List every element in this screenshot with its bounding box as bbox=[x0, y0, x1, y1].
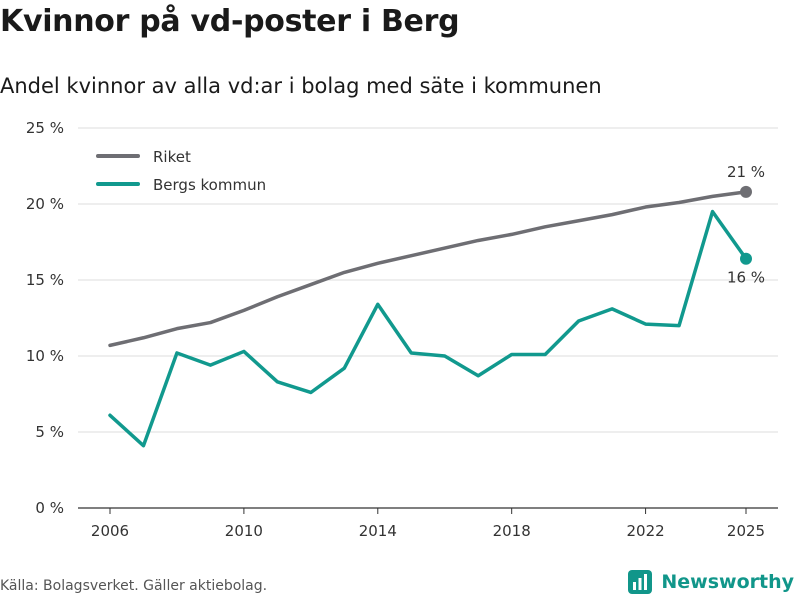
x-tick-label: 2014 bbox=[359, 522, 397, 540]
y-tick-label: 5 % bbox=[35, 423, 64, 441]
y-tick-label: 0 % bbox=[35, 499, 64, 517]
series-lines bbox=[108, 185, 752, 448]
x-tick-label: 2025 bbox=[727, 522, 765, 540]
series-end-point bbox=[740, 252, 752, 265]
x-tick-label: 2006 bbox=[91, 522, 129, 540]
chart-subtitle: Andel kvinnor av alla vd:ar i bolag med … bbox=[0, 74, 602, 98]
x-tick-label: 2010 bbox=[225, 522, 263, 540]
series-end-point bbox=[740, 185, 752, 198]
y-tick-label: 15 % bbox=[26, 271, 64, 289]
series-line-bergs-kommun bbox=[108, 209, 748, 448]
newsworthy-icon bbox=[628, 570, 653, 594]
legend: Riket Bergs kommun bbox=[96, 148, 266, 194]
x-tick-label: 2018 bbox=[493, 522, 531, 540]
series-line-riket bbox=[108, 190, 748, 348]
legend-label: Bergs kommun bbox=[153, 176, 266, 194]
chart-title: Kvinnor på vd-poster i Berg bbox=[0, 4, 460, 39]
brand-logo: Newsworthy bbox=[627, 569, 794, 595]
line-chart: 0 % 5 % 10 % 15 % 20 % 25 % 2006 2010 2014 2018 20… bbox=[26, 119, 778, 540]
x-tick-label: 2022 bbox=[626, 522, 664, 540]
y-tick-label: 20 % bbox=[26, 195, 64, 213]
end-labels: 21 % 16 % bbox=[727, 163, 765, 287]
legend-label: Riket bbox=[153, 148, 191, 166]
y-tick-label: 25 % bbox=[26, 119, 64, 137]
end-value-label: 16 % bbox=[727, 269, 765, 287]
y-tick-label: 10 % bbox=[26, 347, 64, 365]
axes: 0 % 5 % 10 % 15 % 20 % 25 % 2006 2010 2014 2018 20… bbox=[26, 119, 765, 540]
brand-name: Newsworthy bbox=[661, 571, 794, 593]
source-note: Källa: Bolagsverket. Gäller aktiebolag. bbox=[0, 578, 268, 594]
end-value-label: 21 % bbox=[727, 163, 765, 181]
